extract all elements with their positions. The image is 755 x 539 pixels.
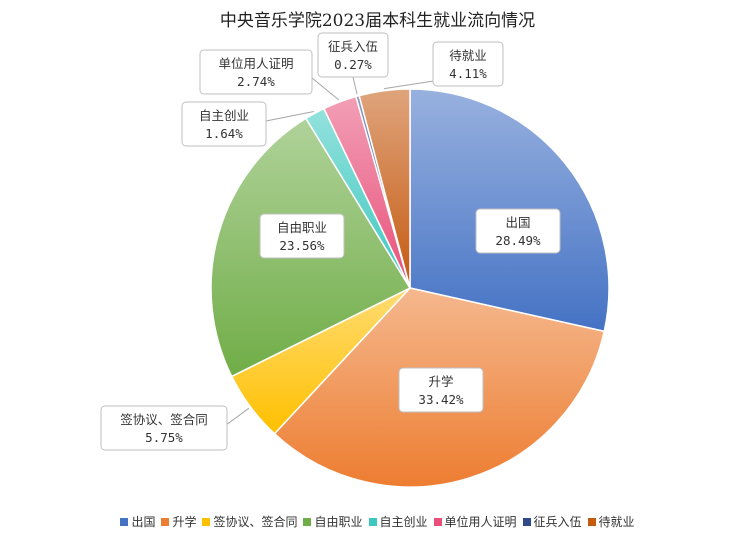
legend-label: 自主创业 (379, 515, 428, 529)
legend-label: 出国 (131, 515, 156, 529)
legend-item-7: 征兵入伍 (522, 513, 582, 530)
slice-5-label-name: 自主创业 (199, 108, 249, 123)
slice-3-label-box (100, 405, 228, 451)
slice-6-label-name: 单位用人证明 (218, 56, 293, 71)
slice-5-leader-line (265, 111, 314, 122)
legend-item-2: 升学 (161, 513, 196, 530)
legend-label: 单位用人证明 (444, 515, 517, 529)
legend-label: 升学 (172, 515, 197, 529)
slice-8-label-name: 待就业 (449, 48, 487, 63)
legend-swatch (587, 518, 596, 526)
legend: 出国 升学 签协议、签合同 自由职业 自主创业 单位用人证明 征兵入伍 待就业 (0, 513, 755, 530)
legend-swatch (120, 518, 129, 526)
legend-label: 征兵入伍 (533, 515, 582, 529)
slice-7-label-value: 0.27% (334, 57, 372, 72)
legend-swatch (303, 518, 312, 526)
slice-4-label-value: 23.56% (279, 238, 325, 253)
legend-item-3: 签协议、签合同 (202, 513, 297, 530)
chart-title: 中央音乐学院2023届本科生就业流向情况 (219, 11, 536, 31)
slice-2-label-box (398, 367, 484, 413)
slice-8-label-value: 4.11% (449, 66, 487, 81)
slice-7-label-name: 征兵入伍 (328, 39, 378, 54)
legend-swatch (202, 518, 211, 526)
slice-8-leader-line (384, 79, 441, 90)
slice-1-label-name: 出国 (505, 215, 530, 230)
legend-swatch (433, 518, 442, 526)
slice-7-label-box (317, 32, 389, 78)
legend-item-8: 待就业 (587, 513, 635, 530)
legend-item-6: 单位用人证明 (433, 513, 517, 530)
slice-1-label-box (475, 208, 561, 254)
legend-item-1: 出国 (120, 513, 155, 530)
slice-2-label-value: 33.42% (418, 392, 464, 407)
slice-2-label-name: 升学 (428, 374, 453, 389)
slice-4-label-box (259, 213, 345, 259)
legend-label: 签协议、签合同 (213, 515, 298, 529)
slice-4-label-name: 自由职业 (277, 220, 327, 235)
legend-item-5: 自主创业 (368, 513, 428, 530)
slice-3-label-value: 5.75% (145, 430, 183, 445)
legend-swatch (522, 518, 531, 526)
slice-1-label-value: 28.49% (495, 233, 541, 248)
legend-item-4: 自由职业 (303, 513, 363, 530)
slice-3-label-name: 签协议、签合同 (120, 412, 208, 427)
slice-7-leader-line (352, 76, 358, 95)
slice-5-label-box (181, 101, 267, 147)
legend-label: 自由职业 (314, 515, 363, 529)
slice-6-label-value: 2.74% (237, 74, 275, 89)
legend-swatch (368, 518, 377, 526)
slice-6-leader-line (311, 77, 340, 101)
slice-6-label-box (199, 49, 313, 95)
legend-swatch (161, 518, 170, 526)
slice-8 (358, 88, 411, 289)
slice-5-label-value: 1.64% (205, 126, 243, 141)
legend-label: 待就业 (598, 515, 635, 529)
slice-8-label-box (432, 41, 504, 87)
